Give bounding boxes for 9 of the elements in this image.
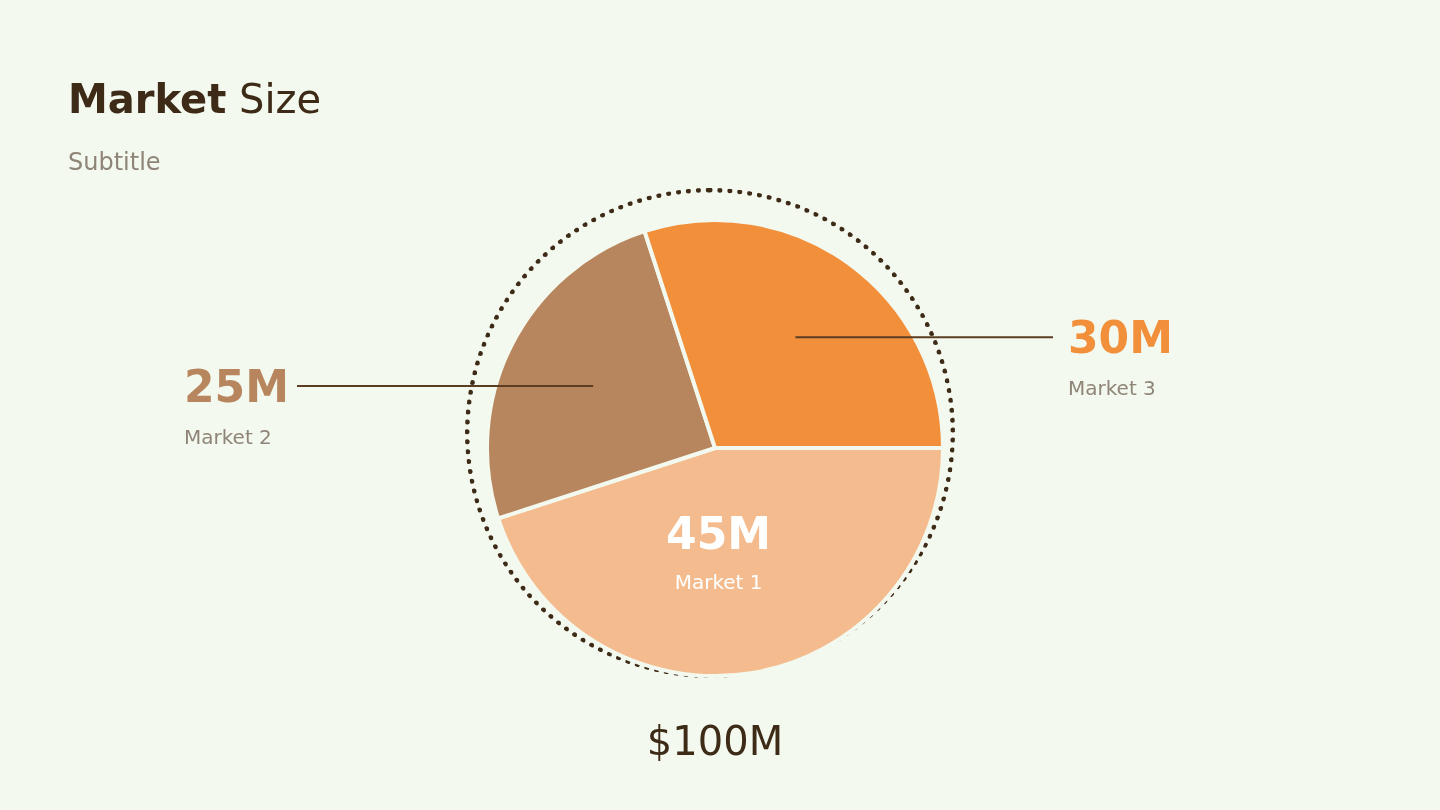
slice-label: Market 3 [1068, 376, 1156, 401]
data-label: 45M [666, 508, 772, 560]
chart-subtitle: Subtitle [68, 148, 161, 176]
data-label: 25M [183, 360, 289, 412]
data-label: 30M [1068, 312, 1174, 364]
slice-label: Market 2 [183, 424, 272, 449]
chart-title: Market Size [68, 76, 322, 122]
text: $100M [645, 718, 785, 764]
slice-label: Market 1 [674, 570, 763, 595]
